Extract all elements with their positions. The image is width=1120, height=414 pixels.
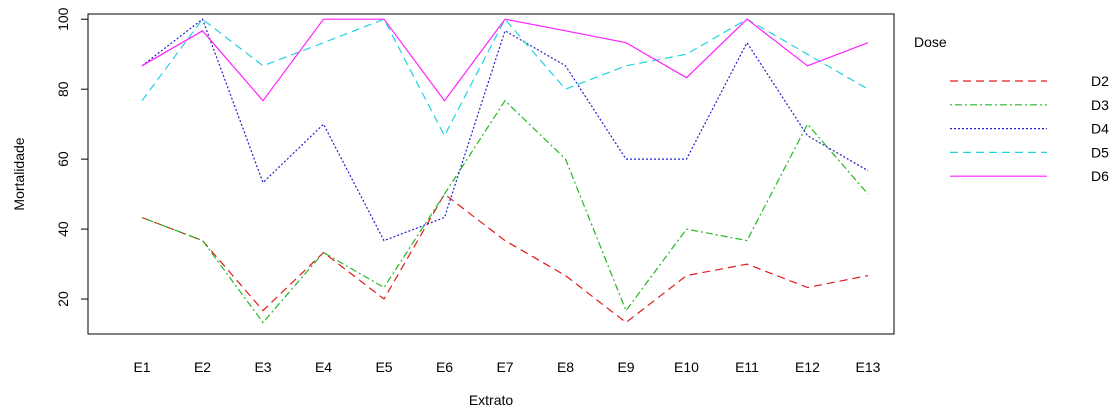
legend-label-d5: D5 <box>1091 144 1109 160</box>
series-line-d4 <box>141 18 869 242</box>
x-tick-label: E6 <box>436 359 453 375</box>
legend-label-d2: D2 <box>1091 73 1109 89</box>
series-line-d3 <box>141 99 869 324</box>
legend-label-d6: D6 <box>1091 168 1109 184</box>
y-tick-label: 60 <box>55 151 71 167</box>
x-tick-label: E11 <box>735 359 759 375</box>
legend-label-d3: D3 <box>1091 97 1109 113</box>
x-tick-label: E8 <box>557 359 574 375</box>
x-tick-label: E5 <box>375 359 392 375</box>
y-axis-title: Mortalidade <box>11 137 27 210</box>
x-tick-label: E4 <box>315 359 332 375</box>
x-tick-label: E12 <box>795 359 820 375</box>
y-tick-label: 80 <box>55 81 71 97</box>
y-tick-label: 20 <box>55 291 71 307</box>
x-tick-label: E3 <box>254 359 271 375</box>
x-tick-label: E10 <box>674 359 699 375</box>
series-layer <box>141 18 869 324</box>
series-line-d6 <box>141 18 869 102</box>
x-tick-label: E1 <box>133 359 150 375</box>
y-tick-label: 100 <box>55 7 71 31</box>
series-line-d2 <box>141 193 869 324</box>
legend: Dose D2 D3 D4 D5 D6 <box>914 34 1109 184</box>
legend-title: Dose <box>914 34 947 50</box>
x-axis-title: Extrato <box>469 392 514 408</box>
legend-label-d4: D4 <box>1091 121 1109 137</box>
x-axis: E1 E2 E3 E4 E5 E6 E7 E8 E9 E10 E11 E12 E13 <box>133 359 880 375</box>
plot-frame <box>87 13 895 335</box>
x-tick-label: E13 <box>856 359 881 375</box>
x-tick-label: E7 <box>496 359 513 375</box>
series-line-d5 <box>141 18 869 138</box>
y-axis: 20 40 60 80 100 <box>55 7 88 307</box>
y-tick-label: 40 <box>55 221 71 237</box>
x-tick-label: E9 <box>617 359 634 375</box>
x-tick-label: E2 <box>194 359 211 375</box>
